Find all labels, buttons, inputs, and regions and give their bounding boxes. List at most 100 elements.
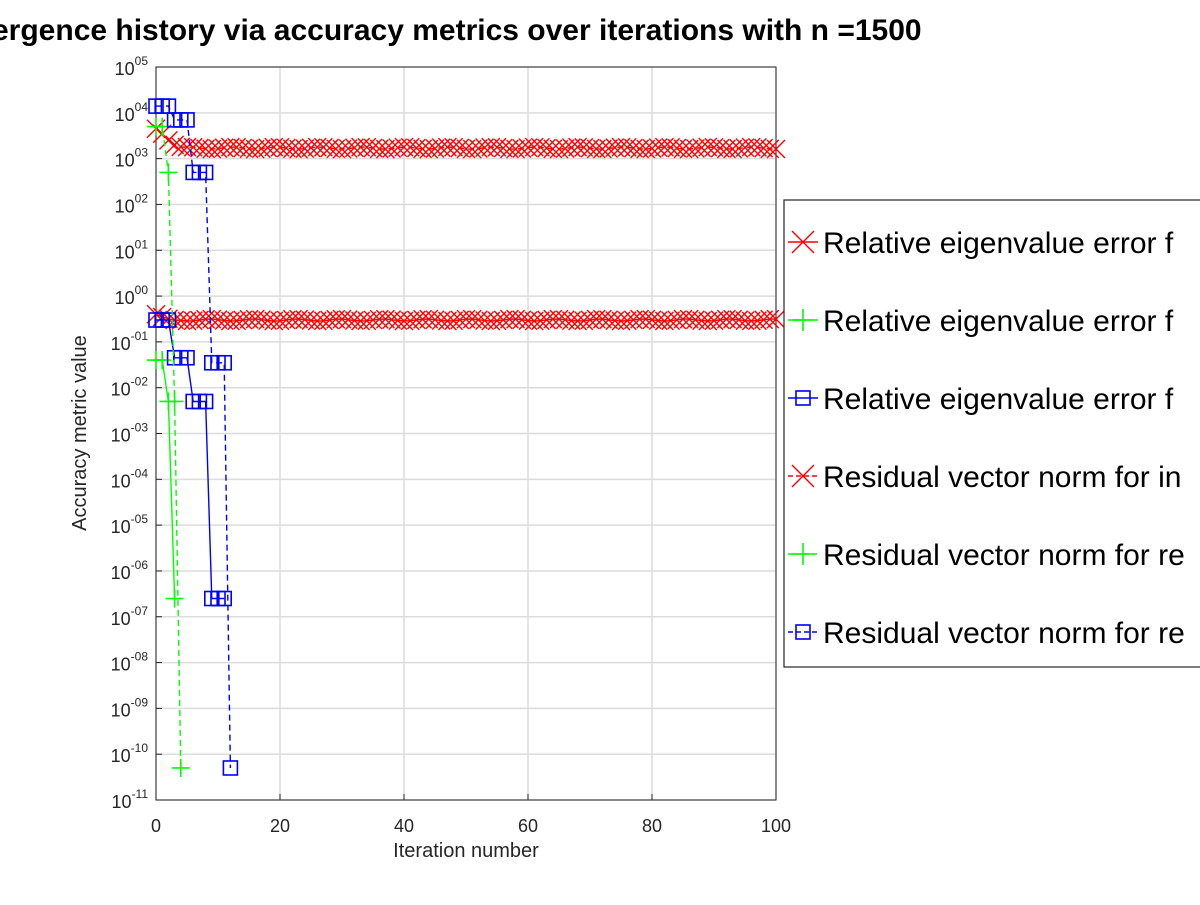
data-point-x-marker bbox=[530, 137, 550, 157]
legend-entry: Relative eigenvalue error f bbox=[788, 227, 1174, 260]
data-point-x-marker bbox=[661, 137, 681, 157]
data-point-plus-marker bbox=[792, 543, 814, 565]
legend-entry: Residual vector norm for in bbox=[788, 461, 1181, 494]
legend-label: Relative eigenvalue error f bbox=[823, 227, 1174, 260]
data-point-x-marker bbox=[661, 311, 681, 331]
y-tick-label: 1004 bbox=[115, 100, 149, 125]
data-point-x-marker bbox=[400, 311, 420, 331]
x-axis-label: Iteration number bbox=[393, 840, 539, 862]
data-point-x-marker bbox=[636, 139, 656, 159]
data-point-x-marker bbox=[400, 137, 420, 157]
x-tick-label: 0 bbox=[151, 816, 161, 836]
data-point-x-marker bbox=[723, 309, 743, 329]
y-tick-label: 1005 bbox=[115, 54, 149, 79]
data-point-x-marker bbox=[506, 309, 526, 329]
data-point-x-marker bbox=[704, 311, 724, 331]
data-point-x-marker bbox=[375, 309, 395, 329]
x-tick-label: 80 bbox=[642, 816, 662, 836]
y-tick-label: 1003 bbox=[115, 146, 149, 171]
series-line bbox=[156, 105, 232, 769]
data-point-x-marker bbox=[202, 309, 222, 329]
legend-label: Relative eigenvalue error f bbox=[823, 305, 1174, 338]
series-6 bbox=[148, 98, 239, 776]
data-point-square-marker bbox=[179, 349, 195, 366]
data-point-x-marker bbox=[419, 139, 439, 159]
y-tick-label: 10-09 bbox=[111, 695, 149, 720]
y-tick-label: 10-07 bbox=[111, 604, 149, 629]
data-point-plus-marker bbox=[165, 392, 184, 411]
y-tick-label: 10-05 bbox=[111, 512, 149, 537]
data-point-x-marker bbox=[791, 230, 815, 254]
data-point-x-marker bbox=[760, 139, 780, 159]
data-point-x-marker bbox=[617, 311, 637, 331]
series-5 bbox=[147, 117, 190, 777]
x-tick-label: 60 bbox=[518, 816, 538, 836]
data-point-plus-marker bbox=[171, 758, 190, 777]
data-point-x-marker bbox=[227, 137, 247, 157]
data-point-x-marker bbox=[462, 139, 482, 159]
data-point-x-marker bbox=[444, 137, 464, 157]
data-point-x-marker bbox=[760, 309, 780, 329]
data-point-x-marker bbox=[549, 139, 569, 159]
data-point-x-marker bbox=[747, 311, 767, 331]
y-tick-label: 10-11 bbox=[112, 787, 149, 812]
y-tick-label: 10-06 bbox=[111, 558, 149, 583]
y-tick-label: 10-03 bbox=[111, 421, 149, 446]
y-tick-label: 10-02 bbox=[111, 375, 149, 400]
data-point-x-marker bbox=[165, 135, 185, 155]
legend-label: Relative eigenvalue error f bbox=[823, 383, 1174, 416]
data-point-plus-marker bbox=[792, 309, 814, 331]
y-tick-label: 10-01 bbox=[111, 329, 149, 354]
data-point-x-marker bbox=[289, 309, 309, 329]
x-tick-label: 100 bbox=[761, 816, 791, 836]
data-point-x-marker bbox=[487, 311, 507, 331]
legend-label: Residual vector norm for in bbox=[823, 461, 1181, 494]
data-point-x-marker bbox=[245, 309, 265, 329]
data-point-x-marker bbox=[679, 139, 699, 159]
data-point-x-marker bbox=[270, 137, 290, 157]
data-point-x-marker bbox=[487, 137, 507, 157]
data-point-x-marker bbox=[574, 311, 594, 331]
grid-lines bbox=[155, 66, 777, 801]
data-point-x-marker bbox=[251, 139, 271, 159]
data-point-x-marker bbox=[270, 311, 290, 331]
data-point-x-marker bbox=[679, 309, 699, 329]
data-point-square-marker bbox=[216, 354, 232, 371]
series-layer bbox=[146, 98, 786, 777]
data-point-x-marker bbox=[506, 139, 526, 159]
data-point-x-marker bbox=[704, 137, 724, 157]
data-point-x-marker bbox=[617, 137, 637, 157]
data-point-x-marker bbox=[766, 139, 786, 159]
data-point-x-marker bbox=[357, 137, 377, 157]
data-point-square-marker bbox=[179, 112, 195, 128]
data-point-x-marker bbox=[419, 309, 439, 329]
legend-entry: Residual vector norm for re bbox=[788, 617, 1185, 650]
series-line bbox=[156, 125, 182, 769]
y-tick-label: 10-04 bbox=[111, 466, 149, 491]
data-point-x-marker bbox=[183, 137, 203, 157]
data-point-x-marker bbox=[530, 311, 550, 331]
data-point-plus-marker bbox=[159, 163, 178, 182]
data-point-x-marker bbox=[251, 310, 271, 330]
series-line bbox=[156, 319, 225, 600]
data-point-x-marker bbox=[592, 309, 612, 329]
data-point-x-marker bbox=[636, 309, 656, 329]
data-point-x-marker bbox=[574, 137, 594, 157]
series-3 bbox=[148, 312, 232, 607]
legend-box bbox=[783, 199, 1200, 668]
axis-ticks: 0 20 40 60 80 100 10-11 10-10 10-09 10-08 10-07 10-… bbox=[111, 54, 791, 836]
legend-entry: Residual vector norm for re bbox=[788, 539, 1185, 572]
legend-entry: Relative eigenvalue error f bbox=[788, 305, 1174, 338]
chart-title: ergence history via accuracy metrics ove… bbox=[0, 14, 922, 47]
data-point-x-marker bbox=[313, 137, 333, 157]
data-point-x-marker bbox=[747, 137, 767, 157]
data-point-x-marker bbox=[227, 311, 247, 331]
data-point-x-marker bbox=[382, 139, 402, 159]
legend: Relative eigenvalue error f Relative eige… bbox=[783, 199, 1200, 668]
legend-label: Residual vector norm for re bbox=[823, 617, 1185, 650]
legend-entry: Relative eigenvalue error f bbox=[788, 383, 1174, 416]
y-tick-label: 10-10 bbox=[111, 741, 149, 766]
data-point-x-marker bbox=[313, 311, 333, 331]
